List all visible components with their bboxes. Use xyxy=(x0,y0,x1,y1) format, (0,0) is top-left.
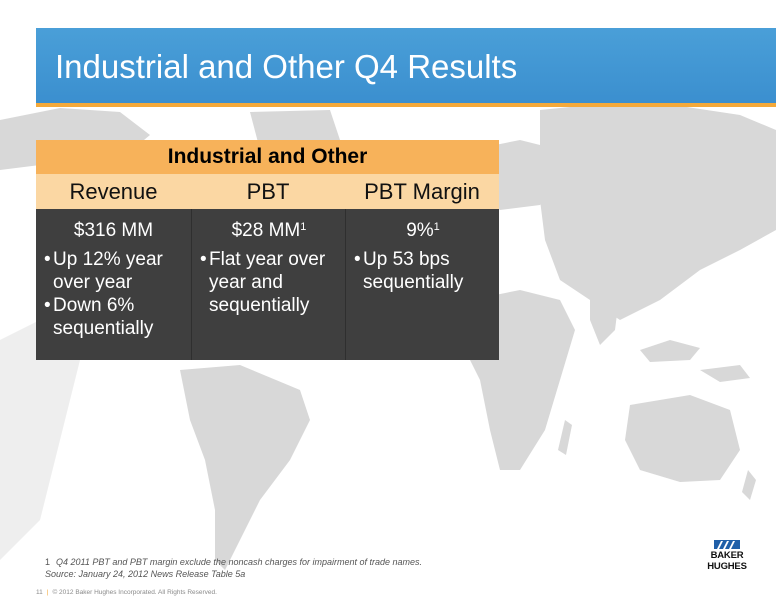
bullet-item: • Flat year over year and sequentially xyxy=(200,248,342,317)
metric-revenue: $316 MM xyxy=(36,209,191,245)
bullet-text: Up 12% year over year xyxy=(53,249,163,293)
bullet-item: • Up 53 bps sequentially xyxy=(354,248,496,294)
bullet-item: • Up 12% year over year xyxy=(44,248,187,294)
metric-value: $28 MM xyxy=(231,220,301,241)
table-column-pbt: $28 MM1 • Flat year over year and sequent… xyxy=(191,209,346,360)
bullet-list: • Flat year over year and sequentially xyxy=(200,248,342,317)
footnote-text: Q4 2011 PBT and PBT margin exclude the n… xyxy=(56,557,423,567)
copyright-text: © 2012 Baker Hughes Incorporated. All Ri… xyxy=(52,589,217,596)
bullet-dot: • xyxy=(44,249,51,270)
slide-title: Industrial and Other Q4 Results xyxy=(55,48,518,85)
logo-line-2: HUGHES xyxy=(707,561,747,572)
footnote-line: 1 Q4 2011 PBT and PBT margin exclude the … xyxy=(45,556,422,568)
logo-line-1: BAKER xyxy=(710,550,744,561)
table-header-row: Revenue PBT PBT Margin xyxy=(36,174,499,209)
metric-value: 9% xyxy=(406,220,434,241)
bullet-text: Up 53 bps sequentially xyxy=(363,249,464,293)
bullet-dot: • xyxy=(200,249,207,270)
column-header-pbt-margin: PBT Margin xyxy=(364,179,480,204)
bullet-list: • Up 12% year over year • Down 6% sequenti… xyxy=(44,248,187,340)
page-number: 11 xyxy=(36,589,43,596)
baker-hughes-logo: BAKER HUGHES xyxy=(697,539,757,574)
table-title: Industrial and Other xyxy=(36,140,499,174)
title-bar: Industrial and Other Q4 Results xyxy=(36,28,776,107)
column-header-revenue: Revenue xyxy=(69,179,158,204)
logo-mark-icon xyxy=(714,540,740,549)
bullet-text: Down 6% sequentially xyxy=(53,295,154,339)
metric-footnote-marker: 1 xyxy=(433,221,440,233)
results-table: Industrial and Other Revenue PBT PBT Mar… xyxy=(36,140,499,360)
footer-separator: | xyxy=(46,589,49,596)
metric-pbt: $28 MM1 xyxy=(192,209,346,245)
bullet-list: • Up 53 bps sequentially xyxy=(354,248,496,294)
bullet-text: Flat year over year and sequentially xyxy=(209,249,326,316)
table-column-pbt-margin: 9%1 • Up 53 bps sequentially xyxy=(345,209,500,360)
bullet-dot: • xyxy=(354,249,361,270)
footnote-number: 1 xyxy=(45,557,51,567)
footnote: 1 Q4 2011 PBT and PBT margin exclude the … xyxy=(45,556,422,580)
logo-wordmark: BAKER HUGHES xyxy=(697,550,757,572)
column-header-pbt: PBT xyxy=(246,179,290,204)
copyright-line: 11 | © 2012 Baker Hughes Incorporated. All… xyxy=(36,588,217,598)
bullet-item: • Down 6% sequentially xyxy=(44,294,187,340)
metric-pbt-margin: 9%1 xyxy=(346,209,500,245)
source-line: Source: January 24, 2012 News Release Ta… xyxy=(45,569,246,579)
metric-footnote-marker: 1 xyxy=(300,221,307,233)
metric-value: $316 MM xyxy=(73,220,154,241)
table-body: $316 MM • Up 12% year over year • Down 6% … xyxy=(36,209,499,360)
bullet-dot: • xyxy=(44,295,51,316)
table-column-revenue: $316 MM • Up 12% year over year • Down 6% … xyxy=(36,209,191,360)
